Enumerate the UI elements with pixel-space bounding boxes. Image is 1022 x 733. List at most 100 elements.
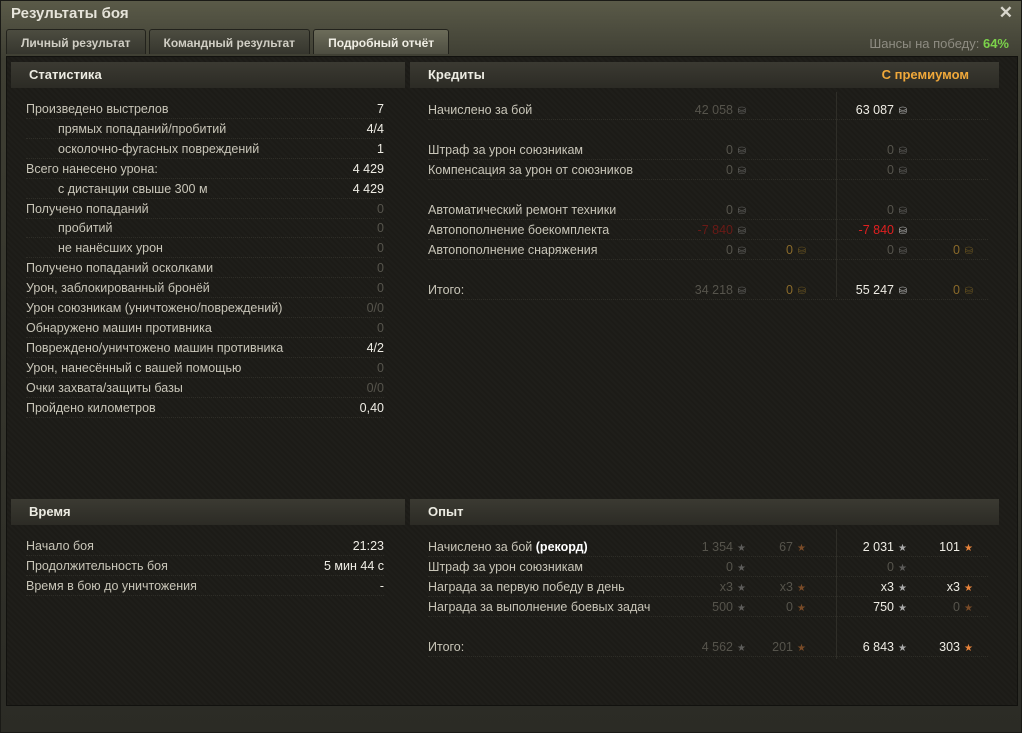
credits-coin-icon: ⛁ xyxy=(737,226,746,237)
premium-divider-exp xyxy=(836,529,837,659)
credits-coin-icon: ⛁ xyxy=(737,106,746,117)
experience-value: x3 ★ xyxy=(947,577,973,599)
experience-value: 0 ★ xyxy=(726,557,746,579)
stat-row: Урон, заблокированный бронёй 0 xyxy=(26,278,384,299)
stat-row: не нанёсших урон 0 xyxy=(26,238,384,259)
experience-label-text: Штраф за урон союзникам xyxy=(428,560,584,574)
time-row: Продолжительность боя 5 мин 44 с xyxy=(26,556,384,576)
stat-label: Получено попаданий осколками xyxy=(26,261,214,276)
experience-value: 0 ★ xyxy=(887,557,907,579)
experience-title: Опыт xyxy=(428,504,464,519)
credits-label: Компенсация за урон от союзников xyxy=(428,160,633,180)
close-icon[interactable]: ✕ xyxy=(998,3,1013,22)
credits-label: Штраф за урон союзникам xyxy=(428,140,583,160)
time-value: 5 мин 44 с xyxy=(323,558,384,573)
credits-amount: 0 xyxy=(953,243,960,257)
credits-value: 0 ⛁ xyxy=(887,160,907,182)
win-chance-label: Шансы на победу: xyxy=(869,36,980,51)
experience-header: Опыт xyxy=(410,499,999,525)
experience-amount: 67 xyxy=(779,540,793,554)
stat-row: Повреждено/уничтожено машин противника 4/… xyxy=(26,338,384,358)
credits-coin-icon: ⛁ xyxy=(898,286,907,297)
credits-row: Автоматический ремонт техники 0 ⛁ 0 ⛁ xyxy=(428,200,988,220)
credits-amount: 0 xyxy=(726,163,733,177)
xp-star-icon: ★ xyxy=(737,643,746,654)
experience-value: x3 ★ xyxy=(881,577,907,599)
credits-amount: 63 087 xyxy=(855,103,894,117)
credits-amount: 0 xyxy=(726,143,733,157)
stat-row: Всего нанесено урона: 4 429 xyxy=(26,159,384,179)
credits-amount: 0 xyxy=(726,243,733,257)
experience-amount: 4 562 xyxy=(701,640,733,654)
stat-value: 4/2 xyxy=(366,340,384,355)
stat-row: осколочно-фугасных повреждений 1 xyxy=(26,139,384,159)
credits-value: 0 ⛁ xyxy=(953,280,973,302)
stat-value: 0 xyxy=(377,261,384,276)
credits-amount: 42 058 xyxy=(694,103,733,117)
credits-coin-icon: ⛁ xyxy=(737,286,746,297)
experience-value: 6 843 ★ xyxy=(863,637,907,659)
stat-row: Урон союзникам (уничтожено/повреждений) 0… xyxy=(26,298,384,318)
stat-value: 0,40 xyxy=(359,400,384,415)
credits-value: 0 ⛁ xyxy=(726,200,746,222)
stat-label: Повреждено/уничтожено машин противника xyxy=(26,340,284,355)
experience-value: 1 354 ★ xyxy=(702,537,746,559)
experience-value: 750 ★ xyxy=(873,597,907,619)
tab-team-result[interactable]: Командный результат xyxy=(148,29,311,54)
gold-coin-icon: ⛁ xyxy=(964,286,973,297)
time-label: Время в бою до уничтожения xyxy=(26,578,197,593)
credits-amount: 0 xyxy=(887,163,894,177)
credits-row: Штраф за урон союзникам 0 ⛁ 0 ⛁ xyxy=(428,140,988,160)
experience-amount: 500 xyxy=(712,600,733,614)
credits-value: 0 ⛁ xyxy=(887,240,907,262)
stat-value: 7 xyxy=(377,102,384,116)
credits-value: -7 840 ⛁ xyxy=(859,220,907,242)
stat-value: 4 429 xyxy=(352,181,384,196)
stat-label: пробитий xyxy=(58,221,113,236)
stat-row: Получено попаданий 0 xyxy=(26,199,384,219)
credits-row: Автопополнение снаряжения 0 ⛁ 0 ⛁ 0 ⛁ 0 ⛁ xyxy=(428,240,988,260)
credits-coin-icon: ⛁ xyxy=(898,206,907,217)
xp-star-icon: ★ xyxy=(898,603,907,614)
xp-star-icon: ★ xyxy=(898,563,907,574)
credits-label-text: Автоматический ремонт техники xyxy=(428,203,617,217)
experience-value: 2 031 ★ xyxy=(863,537,907,559)
stat-value: 4/4 xyxy=(366,121,384,136)
experience-row: Начислено за бой (рекорд) 1 354 ★ 67 ★ 2 031 ★… xyxy=(428,537,988,557)
credits-label: Автопополнение боекомплекта xyxy=(428,220,609,240)
window-title: Результаты боя xyxy=(11,5,129,22)
credits-row: Итого: 34 218 ⛁ 0 ⛁ 55 247 ⛁ 0 ⛁ xyxy=(428,280,988,300)
experience-amount: 750 xyxy=(873,600,894,614)
experience-amount: 0 xyxy=(786,600,793,614)
credits-value: 0 ⛁ xyxy=(726,240,746,262)
free-xp-star-icon: ★ xyxy=(964,583,973,594)
tab-personal-result[interactable]: Личный результат xyxy=(6,29,146,54)
stat-value: 0 xyxy=(377,241,384,256)
credits-amount: -7 840 xyxy=(858,223,894,237)
xp-star-icon: ★ xyxy=(737,543,746,554)
stat-label: Пройдено километров xyxy=(26,400,156,415)
credits-label: Автоматический ремонт техники xyxy=(428,200,616,220)
credits-label-text: Автопополнение снаряжения xyxy=(428,243,598,257)
stat-value: 4 429 xyxy=(352,161,384,176)
gold-coin-icon: ⛁ xyxy=(797,246,806,257)
credits-label-text: Штраф за урон союзникам xyxy=(428,143,584,157)
win-chance: Шансы на победу: 64% xyxy=(869,36,1009,51)
tab-detailed-report[interactable]: Подробный отчёт xyxy=(313,29,450,54)
experience-label: Штраф за урон союзникам xyxy=(428,557,583,577)
stat-value: 0/0 xyxy=(366,380,384,395)
experience-record-label: (рекорд) xyxy=(535,540,588,554)
credits-value: 0 ⛁ xyxy=(953,240,973,262)
stat-label: Получено попаданий xyxy=(26,201,149,216)
credits-title: Кредиты xyxy=(428,67,485,82)
stat-label: не нанёсших урон xyxy=(58,241,163,256)
xp-star-icon: ★ xyxy=(737,563,746,574)
experience-row: Итого: 4 562 ★ 201 ★ 6 843 ★ 303 ★ xyxy=(428,637,988,657)
stat-row: пробитий 0 xyxy=(26,218,384,239)
stat-label: прямых попаданий/пробитий xyxy=(58,121,227,136)
credits-label: Итого: xyxy=(428,280,464,300)
credits-amount: 0 xyxy=(726,203,733,217)
xp-star-icon: ★ xyxy=(898,543,907,554)
premium-label: С премиумом xyxy=(881,67,969,82)
